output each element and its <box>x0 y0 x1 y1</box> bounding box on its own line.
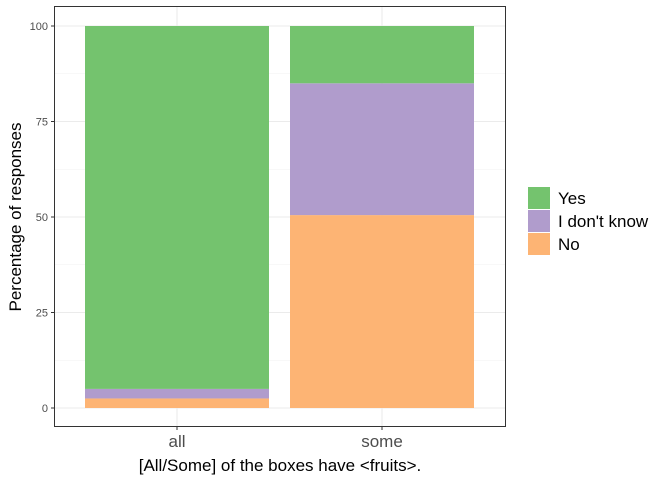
y-tick-label: 25 <box>36 308 48 320</box>
x-axis: all some <box>168 426 403 451</box>
y-tick-label: 50 <box>36 212 48 224</box>
y-axis: 0 25 50 75 100 <box>30 21 55 415</box>
legend-label: No <box>558 235 580 254</box>
x-tick-label: all <box>168 432 185 451</box>
legend-key <box>528 233 550 255</box>
bar-all-no <box>85 398 269 408</box>
legend-key <box>528 187 550 209</box>
legend-label: I don't know <box>558 212 649 231</box>
bar-some-no <box>290 215 474 408</box>
bars <box>85 26 474 408</box>
legend-label: Yes <box>558 189 586 208</box>
y-tick-label: 0 <box>42 403 48 415</box>
bar-some-yes <box>290 26 474 84</box>
bar-some-i-don-t-know <box>290 83 474 216</box>
legend-key <box>528 210 550 232</box>
y-tick-label: 100 <box>30 21 48 33</box>
bar-all-i-don-t-know <box>85 388 269 399</box>
y-tick-label: 75 <box>36 117 48 129</box>
y-axis-title: Percentage of responses <box>6 122 25 311</box>
x-tick-label: some <box>361 432 403 451</box>
legend: Yes I don't know No <box>528 187 649 255</box>
bar-all-yes <box>85 26 269 389</box>
x-axis-title: [All/Some] of the boxes have <fruits>. <box>139 456 422 475</box>
